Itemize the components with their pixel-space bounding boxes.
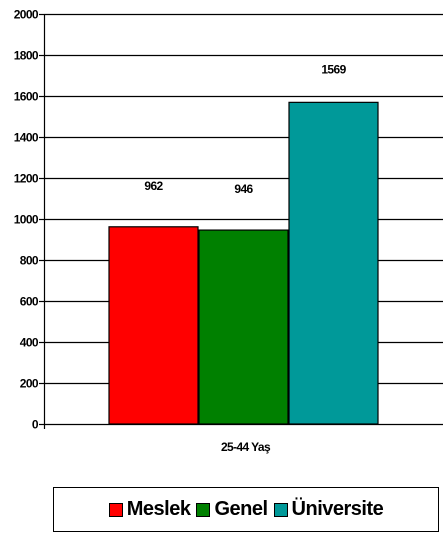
y-tick-label: 200 bbox=[20, 377, 39, 391]
bar-genel bbox=[198, 229, 289, 425]
legend-label-meslek: Meslek bbox=[126, 498, 191, 520]
data-label-genel: 946 bbox=[234, 182, 253, 196]
y-tick-label: 1400 bbox=[14, 131, 39, 145]
data-label-üniversite: 1569 bbox=[321, 63, 346, 77]
y-tick-label: 800 bbox=[20, 254, 39, 268]
x-category-label: 25-44 Yaş bbox=[221, 440, 271, 454]
y-tick-label: 0 bbox=[32, 418, 39, 432]
y-tick-label: 1800 bbox=[14, 49, 39, 63]
x-axis: 25-44 Yaş bbox=[44, 423, 443, 454]
legend-item-universite: Üniversite bbox=[273, 498, 384, 521]
data-labels: 962 946 1569 bbox=[144, 63, 347, 197]
y-tick-label: 1200 bbox=[14, 172, 39, 186]
y-tick-label: 400 bbox=[20, 336, 39, 350]
legend-item-genel: Genel bbox=[196, 498, 268, 521]
bars bbox=[108, 101, 379, 425]
legend-swatch-genel bbox=[196, 502, 211, 517]
y-tick-label: 600 bbox=[20, 295, 39, 309]
legend-swatch-universite bbox=[273, 502, 288, 517]
legend: Meslek Genel Üniversite bbox=[53, 487, 439, 532]
y-tick-label: 1000 bbox=[14, 213, 39, 227]
data-label-meslek: 962 bbox=[144, 179, 163, 193]
y-tick-label: 1600 bbox=[14, 90, 39, 104]
bar-meslek bbox=[108, 226, 199, 425]
y-tick-label: 2000 bbox=[14, 8, 39, 22]
y-axis: 0 200 400 600 800 1000 1200 1400 1600 1800 2000 bbox=[14, 8, 46, 432]
bar-üniversite bbox=[288, 101, 379, 425]
legend-label-universite: Üniversite bbox=[291, 498, 384, 520]
legend-swatch-meslek bbox=[108, 502, 123, 517]
bar-chart: 962 946 1569 0 200 400 600 800 1000 1200 1400 1600… bbox=[14, 8, 443, 454]
legend-item-meslek: Meslek bbox=[108, 498, 191, 521]
legend-label-genel: Genel bbox=[214, 498, 268, 520]
